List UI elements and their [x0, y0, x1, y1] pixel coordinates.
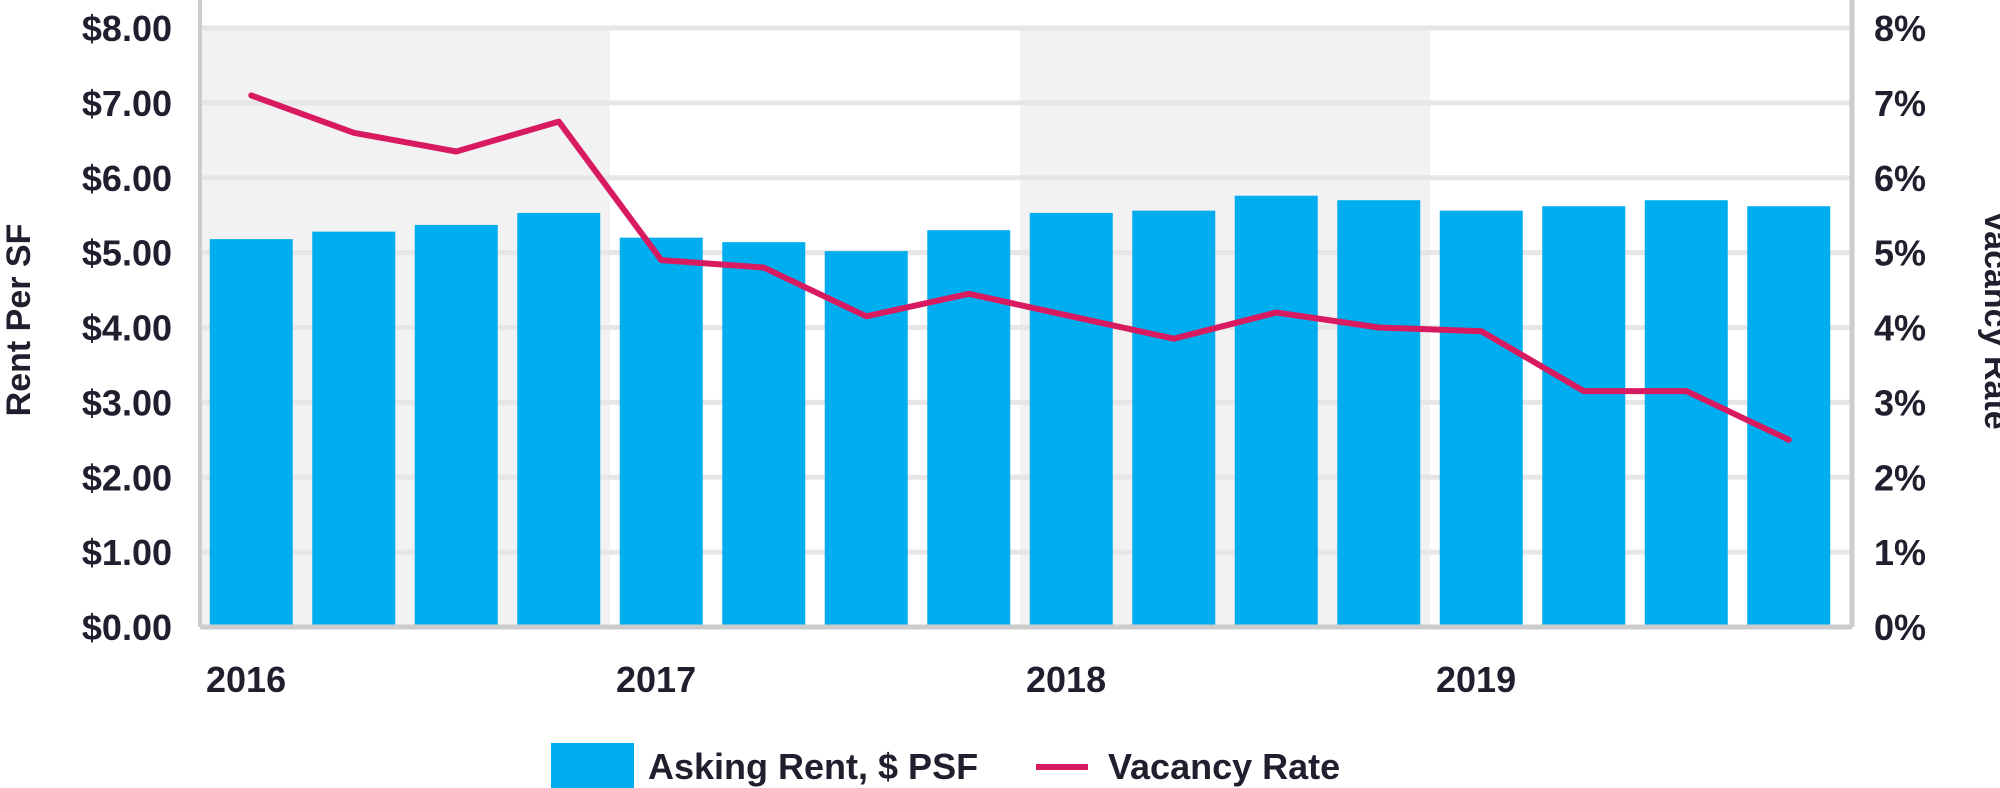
- rent-bar: [619, 237, 703, 627]
- legend: Asking Rent, $ PSF Vacancy Rate: [551, 743, 1340, 788]
- year-label: 2019: [1436, 659, 1516, 700]
- right-tick-label: 8%: [1874, 8, 1926, 49]
- rent-bar: [1132, 210, 1216, 627]
- legend-swatch-vacancy: [1036, 764, 1088, 770]
- right-axis-title: Vacancy Rate: [1977, 210, 2000, 429]
- vacancy-rate-line: [248, 92, 1792, 443]
- right-tick-label: 1%: [1874, 532, 1926, 573]
- right-tick-label: 3%: [1874, 382, 1926, 423]
- rent-bar: [414, 224, 498, 627]
- rent-bar: [1439, 210, 1523, 627]
- rent-bar: [517, 212, 601, 627]
- year-labels: 2016 2017 2018 2019: [206, 659, 1516, 700]
- left-tick-label: $7.00: [82, 83, 172, 124]
- left-tick-label: $5.00: [82, 233, 172, 274]
- rent-bar: [1337, 200, 1421, 627]
- right-tick-label: 4%: [1874, 308, 1926, 349]
- year-label: 2017: [616, 659, 696, 700]
- legend-label-vacancy: Vacancy Rate: [1108, 746, 1340, 787]
- legend-label-rent: Asking Rent, $ PSF: [648, 746, 978, 787]
- rent-bar: [1644, 200, 1728, 627]
- right-tick-label: 6%: [1874, 158, 1926, 199]
- rent-bar: [1542, 206, 1626, 627]
- year-label: 2016: [206, 659, 286, 700]
- rent-bar: [1029, 212, 1113, 627]
- rent-bars: [209, 195, 1831, 627]
- year-label: 2018: [1026, 659, 1106, 700]
- left-tick-label: $4.00: [82, 308, 172, 349]
- right-tick-label: 0%: [1874, 607, 1926, 648]
- left-tick-label: $1.00: [82, 532, 172, 573]
- rent-bar: [1234, 195, 1318, 627]
- rent-bar: [722, 242, 806, 627]
- legend-swatch-rent: [551, 743, 634, 788]
- rent-bar: [209, 239, 293, 627]
- left-tick-label: $8.00: [82, 8, 172, 49]
- left-tick-label: $0.00: [82, 607, 172, 648]
- left-axis-title: Rent Per SF: [0, 224, 38, 417]
- right-tick-label: 2%: [1874, 457, 1926, 498]
- rent-bar: [1747, 206, 1831, 627]
- left-axis-ticks: $0.00 $1.00 $2.00 $3.00 $4.00 $5.00 $6.00 $7.00…: [82, 8, 172, 648]
- axes: [198, 0, 1855, 630]
- left-tick-label: $3.00: [82, 382, 172, 423]
- rent-bar: [927, 230, 1011, 627]
- rent-bar: [312, 231, 396, 627]
- right-tick-label: 7%: [1874, 83, 1926, 124]
- right-axis-ticks: 0% 1% 2% 3% 4% 5% 6% 7% 8%: [1874, 8, 1926, 648]
- vacancy-line-layer: [248, 92, 1792, 443]
- right-tick-label: 5%: [1874, 233, 1926, 274]
- left-tick-label: $6.00: [82, 158, 172, 199]
- left-tick-label: $2.00: [82, 457, 172, 498]
